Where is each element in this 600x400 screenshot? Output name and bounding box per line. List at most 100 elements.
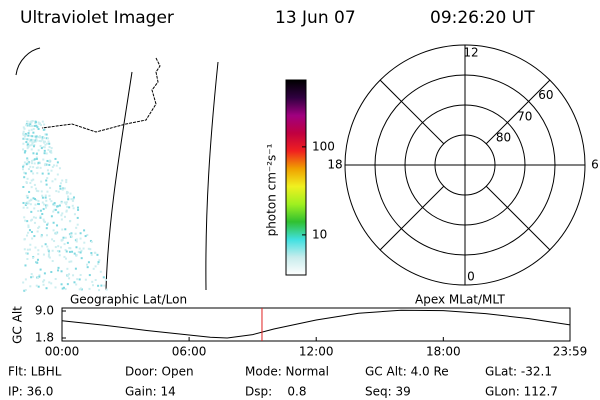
emission-pixel [26, 206, 29, 209]
emission-pixel [57, 245, 60, 248]
emission-pixel [42, 253, 45, 256]
emission-pixel [105, 288, 108, 291]
emission-pixel [22, 142, 25, 145]
emission-pixel [55, 164, 58, 167]
emission-pixel [74, 232, 77, 235]
emission-pixel [47, 172, 50, 175]
emission-pixel [47, 249, 50, 252]
emission-pixel [34, 203, 37, 206]
colorbar-label: photon cm⁻²s⁻¹ [265, 143, 279, 236]
polar-spoke [379, 185, 445, 251]
emission-pixel [23, 137, 26, 140]
emission-pixel [49, 186, 52, 189]
emission-pixel [56, 250, 59, 253]
emission-pixel [58, 254, 61, 257]
emission-pixel [87, 261, 90, 264]
emission-pixel [30, 170, 33, 173]
emission-pixel [76, 216, 79, 219]
emission-pixel [48, 142, 51, 145]
emission-pixel [26, 158, 29, 161]
emission-pixel [26, 120, 29, 123]
emission-pixel [45, 183, 48, 186]
emission-pixel [68, 277, 71, 280]
emission-pixel [97, 260, 100, 263]
polar-ring [404, 104, 526, 226]
emission-pixel [94, 278, 97, 281]
emission-pixel [62, 187, 65, 190]
emission-pixel [63, 243, 66, 246]
emission-pixel [78, 288, 81, 291]
emission-pixel [47, 253, 50, 256]
emission-pixel [66, 274, 69, 277]
emission-pixel [43, 164, 46, 167]
emission-pixel [42, 158, 45, 161]
emission-pixel [58, 204, 61, 207]
map-panel [15, 47, 219, 292]
emission-pixel [75, 254, 78, 257]
emission-pixel [33, 162, 36, 165]
emission-pixel [36, 261, 39, 264]
emission-pixel [30, 276, 33, 279]
emission-pixel [33, 144, 36, 147]
emission-pixel [40, 147, 43, 150]
emission-pixel [45, 163, 48, 166]
emission-pixel [23, 238, 26, 241]
emission-pixel [35, 157, 38, 160]
emission-pixel [53, 240, 56, 243]
y-tick-label: 9.0 [35, 304, 54, 318]
emission-pixel [61, 238, 64, 241]
emission-pixel [27, 224, 30, 227]
colorbar [285, 79, 307, 276]
emission-pixel [28, 229, 31, 232]
emission-pixel [71, 204, 74, 207]
emission-pixel [44, 194, 47, 197]
emission-pixel [29, 135, 32, 138]
emission-pixel [33, 183, 36, 186]
emission-pixel [51, 249, 54, 252]
emission-pixel [97, 262, 100, 265]
emission-pixel [62, 236, 65, 239]
emission-pixel [91, 284, 94, 287]
emission-pixel [30, 120, 33, 123]
emission-pixel [47, 137, 50, 140]
emission-pixel [97, 284, 100, 287]
emission-pixel [26, 157, 29, 160]
emission-pixel [65, 178, 68, 181]
emission-pixel [26, 147, 29, 150]
emission-pixel [46, 204, 49, 207]
emission-pixel [33, 198, 36, 201]
ring-label: 60 [538, 88, 553, 102]
emission-pixel [82, 247, 85, 250]
emission-pixel [47, 248, 50, 251]
emission-pixel [77, 208, 80, 211]
emission-pixel [56, 205, 59, 208]
emission-pixel [26, 220, 29, 223]
emission-pixel [66, 241, 69, 244]
emission-pixel [74, 267, 77, 270]
emission-pixel [22, 130, 25, 133]
emission-pixel [37, 209, 40, 212]
emission-pixel [80, 249, 83, 252]
emission-pixel [64, 257, 67, 260]
emission-pixel [60, 218, 63, 221]
emission-pixel [33, 158, 36, 161]
emission-pixel [76, 223, 79, 226]
emission-pixel [37, 121, 40, 124]
altitude-line [61, 309, 571, 339]
emission-pixel [23, 171, 26, 174]
emission-pixel [64, 228, 67, 231]
emission-pixel [33, 221, 36, 224]
emission-pixel [30, 218, 33, 221]
emission-pixel [86, 266, 89, 269]
emission-pixel [88, 287, 91, 290]
emission-pixel [41, 194, 44, 197]
emission-pixel [44, 162, 47, 165]
emission-pixel [24, 219, 27, 222]
emission-pixel [54, 246, 57, 249]
plot-frame [61, 307, 571, 342]
emission-pixel [46, 159, 49, 162]
emission-pixel [26, 196, 29, 199]
emission-pixel [71, 250, 74, 253]
emission-pixel [24, 288, 27, 291]
emission-pixel [38, 139, 41, 142]
